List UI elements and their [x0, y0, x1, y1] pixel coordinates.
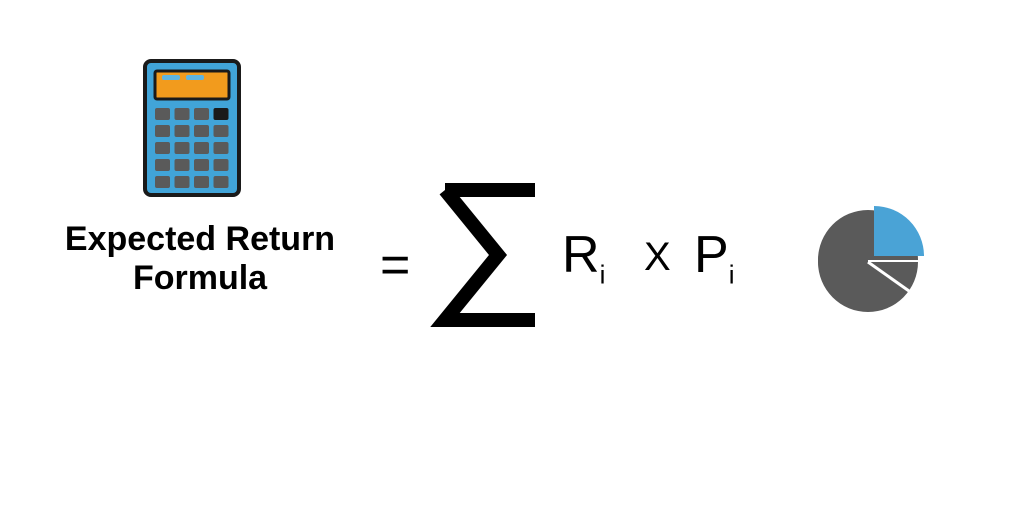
equals-symbol: = [380, 235, 410, 295]
pie-chart-icon [808, 200, 928, 320]
term-p: Pi [694, 225, 734, 290]
calculator-icon [142, 58, 242, 198]
term-r-sub: i [600, 259, 606, 289]
multiply-symbol: X [644, 235, 671, 280]
term-p-sub: i [729, 259, 735, 289]
title-line1: Expected Return [40, 220, 360, 259]
sigma-symbol [430, 175, 550, 335]
term-p-base: P [694, 226, 729, 284]
formula-title: Expected Return Formula [40, 220, 360, 298]
term-r-base: R [562, 226, 600, 284]
title-line2: Formula [40, 259, 360, 298]
term-r: Ri [562, 225, 605, 290]
